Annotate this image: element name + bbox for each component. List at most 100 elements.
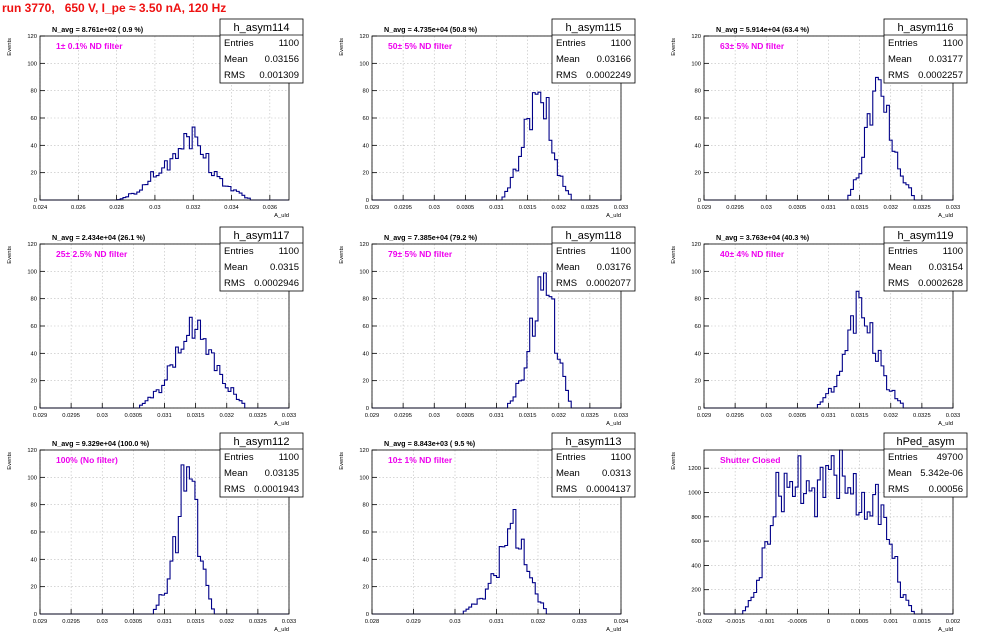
- y-tick-label: 20: [31, 585, 37, 591]
- y-tick-label: 40: [363, 143, 369, 149]
- stats-label: Mean: [888, 468, 912, 479]
- x-tick-label: 0.033: [282, 413, 297, 419]
- stats-value: 1100: [943, 38, 963, 49]
- stats-value: 49700: [937, 452, 963, 463]
- stats-box: h_asym117 Entries 1100 Mean 0.0315 RMS 0.00029…: [219, 226, 304, 292]
- y-tick-label: 40: [363, 557, 369, 563]
- stats-box: h_asym119 Entries 1100 Mean 0.03154 RMS 0.0002…: [883, 226, 968, 292]
- plot-frame: [703, 35, 954, 201]
- stats-value: 1100: [943, 246, 963, 257]
- stats-label: Mean: [224, 262, 248, 273]
- y-tick-label: 0: [698, 406, 701, 412]
- stats-label: RMS: [556, 70, 577, 81]
- x-tick-label: 0.032: [551, 205, 566, 211]
- stats-label: Entries: [888, 38, 918, 49]
- stats-box-frame: [883, 18, 968, 84]
- stats-label: Mean: [224, 54, 248, 65]
- x-tick-label: 0.03: [97, 413, 108, 419]
- x-tick-label: 0.0305: [125, 619, 143, 625]
- y-tick-label: 80: [31, 89, 37, 95]
- stats-box: h_asym116 Entries 1100 Mean 0.03177 RMS 0.0002…: [883, 18, 968, 84]
- histogram-name: h_asym112: [233, 436, 289, 448]
- y-tick-label: 80: [695, 89, 701, 95]
- stats-box: hPed_asym Entries 49700 Mean 5.342e-06 RMS 0.0…: [883, 432, 968, 498]
- y-tick-label: 80: [31, 503, 37, 509]
- x-tick-label: 0.032: [219, 619, 234, 625]
- navg-label: N_avg = 3.763e+04 (40.3 %): [716, 233, 810, 242]
- stats-box-frame: [551, 18, 636, 84]
- y-tick-label: 100: [27, 475, 37, 481]
- x-tick-label: 0.0295: [394, 413, 412, 419]
- stats-value: 1100: [279, 452, 299, 463]
- page-title: run 3770, 650 V, I_pe ≈ 3.50 nA, 120 Hz: [2, 1, 227, 15]
- y-tick-label: 60: [31, 530, 37, 536]
- y-tick-label: 1200: [688, 466, 701, 472]
- x-tick-label: 0.0295: [726, 205, 744, 211]
- navg-label: N_avg = 9.329e+04 (100.0 %): [52, 439, 150, 448]
- y-tick-label: 20: [31, 379, 37, 385]
- histogram-h_asym117: 0.029 0.0295 0.03 0.0305 0.031 0.0315 0.032 0.0…: [7, 226, 304, 427]
- x-tick-label: -0.002: [696, 619, 712, 625]
- filter-note: 1± 0.1% ND filter: [56, 41, 123, 51]
- y-tick-label: 40: [695, 351, 701, 357]
- x-tick-label: 0.0305: [789, 413, 807, 419]
- y-tick-label: 100: [359, 475, 369, 481]
- y-tick-label: 40: [31, 557, 37, 563]
- y-tick-label: 120: [359, 34, 369, 40]
- stats-value: 1100: [611, 452, 631, 463]
- stats-box: h_asym112 Entries 1100 Mean 0.03135 RMS 0.0001…: [219, 432, 304, 498]
- stats-label: Entries: [224, 246, 254, 257]
- stats-box-frame: [219, 226, 304, 292]
- navg-label: N_avg = 8.843e+03 ( 9.5 %): [384, 439, 476, 448]
- x-tick-label: 0.0325: [249, 413, 267, 419]
- x-tick-label: 0.002: [946, 619, 961, 625]
- x-tick-label: 0.033: [946, 205, 961, 211]
- y-tick-label: 120: [27, 242, 37, 248]
- x-tick-label: 0.031: [489, 619, 504, 625]
- stats-value: 5.342e-06: [920, 468, 963, 479]
- filter-note: 10± 1% ND filter: [388, 455, 453, 465]
- x-tick-label: 0.0295: [62, 413, 80, 419]
- x-tick-label: 0.029: [33, 619, 48, 625]
- stats-label: Mean: [224, 468, 248, 479]
- x-tick-label: 0.031: [157, 619, 172, 625]
- y-tick-label: 20: [363, 379, 369, 385]
- x-tick-label: 0.03: [429, 205, 440, 211]
- y-tick-label: 20: [31, 171, 37, 177]
- histogram-panel-h_asym116: 0.029 0.0295 0.03 0.0305 0.031 0.0315 0.032 0.0…: [664, 18, 996, 223]
- y-axis-label: Events: [7, 452, 13, 470]
- histogram-name: h_asym114: [233, 22, 289, 34]
- x-tick-label: 0.034: [614, 619, 629, 625]
- stats-box-frame: [219, 432, 304, 498]
- stats-value: 1100: [611, 246, 631, 257]
- stats-value: 0.001309: [259, 70, 299, 81]
- stats-label: RMS: [224, 278, 245, 289]
- y-axis-label: Events: [671, 38, 677, 56]
- histogram-line: [40, 126, 289, 201]
- navg-label: N_avg = 5.914e+04 (63.4 %): [716, 25, 810, 34]
- x-tick-label: 0.032: [883, 413, 898, 419]
- x-tick-label: 0.031: [157, 413, 172, 419]
- x-tick-label: 0.029: [33, 413, 48, 419]
- y-tick-label: 800: [691, 515, 701, 521]
- stats-box: h_asym113 Entries 1100 Mean 0.0313 RMS 0.00041…: [551, 432, 636, 498]
- x-tick-label: 0: [827, 619, 830, 625]
- stats-value: 1100: [611, 38, 631, 49]
- x-tick-label: 0.029: [697, 413, 712, 419]
- x-tick-label: 0.029: [365, 205, 380, 211]
- x-tick-label: 0.0315: [851, 413, 869, 419]
- stats-box-frame: [883, 432, 968, 498]
- y-tick-label: 40: [363, 351, 369, 357]
- x-tick-label: 0.032: [531, 619, 546, 625]
- stats-label: Mean: [556, 468, 580, 479]
- x-tick-label: 0.0325: [581, 413, 599, 419]
- y-tick-label: 100: [691, 61, 701, 67]
- y-tick-label: 80: [363, 297, 369, 303]
- y-axis-label: Events: [671, 452, 677, 470]
- stats-value: 0.0315: [270, 262, 299, 273]
- y-tick-label: 120: [691, 34, 701, 40]
- stats-value: 0.0002077: [586, 278, 631, 289]
- y-tick-label: 0: [366, 612, 369, 618]
- y-tick-label: 120: [359, 448, 369, 454]
- histogram-name: h_asym115: [565, 22, 621, 34]
